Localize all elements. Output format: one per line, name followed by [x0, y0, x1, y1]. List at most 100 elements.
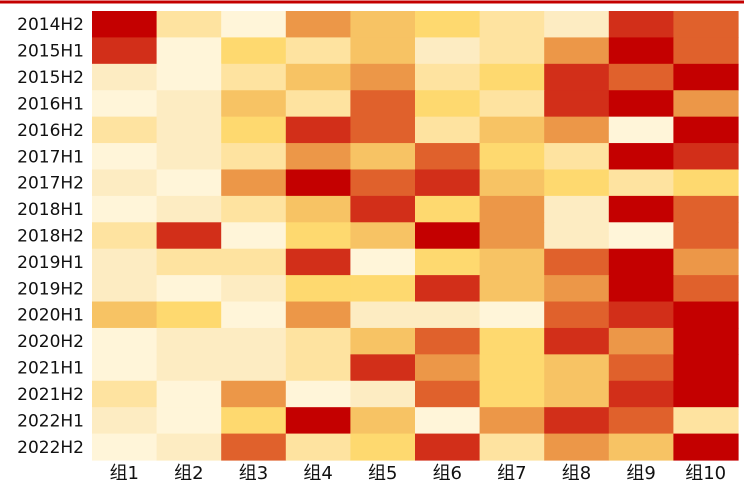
row-label: 2020H2 — [17, 332, 84, 352]
column-label: 组7 — [497, 463, 526, 484]
heatmap-cell-2015H2-组4 — [285, 63, 351, 91]
column-label: 组8 — [562, 463, 591, 484]
heatmap-cell-2015H2-组7 — [479, 63, 545, 91]
heatmap-cell-2016H2-组10 — [673, 116, 739, 144]
heatmap-cell-2018H2-组10 — [673, 222, 739, 250]
heatmap-cell-2017H2-组10 — [673, 169, 739, 197]
column-label: 组5 — [368, 463, 397, 484]
heatmap-cell-2018H1-组9 — [608, 195, 674, 223]
column-label: 组2 — [174, 463, 203, 484]
heatmap-cell-2022H1-组6 — [415, 407, 481, 435]
heatmap-cell-2020H2-组4 — [285, 327, 351, 355]
heatmap-cell-2020H2-组7 — [479, 327, 545, 355]
row-label: 2017H2 — [17, 174, 84, 194]
heatmap-cell-2022H2-组9 — [608, 433, 674, 461]
heatmap-cell-2021H2-组1 — [92, 380, 158, 408]
row-label: 2016H2 — [17, 121, 84, 141]
heatmap-cell-2018H1-组4 — [285, 195, 351, 223]
heatmap-cell-2021H2-组5 — [350, 380, 416, 408]
heatmap-cell-2019H1-组2 — [156, 248, 222, 276]
heatmap-cell-2016H1-组1 — [92, 90, 158, 118]
heatmap-cell-2015H2-组6 — [415, 63, 481, 91]
heatmap-cell-2016H1-组7 — [479, 90, 545, 118]
heatmap-cell-2020H2-组6 — [415, 327, 481, 355]
heatmap-cell-2015H1-组6 — [415, 37, 481, 65]
heatmap-cell-2019H1-组6 — [415, 248, 481, 276]
heatmap-cell-2017H1-组4 — [285, 143, 351, 171]
heatmap-cell-2018H2-组4 — [285, 222, 351, 250]
heatmap-cell-2019H2-组6 — [415, 275, 481, 303]
heatmap-cell-2020H1-组6 — [415, 301, 481, 329]
column-label: 组6 — [433, 463, 462, 484]
row-label: 2021H1 — [17, 359, 84, 379]
heatmap-cell-2021H1-组2 — [156, 354, 222, 382]
heatmap-cell-2016H2-组8 — [544, 116, 610, 144]
heatmap-cell-2019H2-组5 — [350, 275, 416, 303]
heatmap-cell-2015H2-组9 — [608, 63, 674, 91]
heatmap-cell-2018H1-组6 — [415, 195, 481, 223]
row-label: 2020H1 — [17, 306, 84, 326]
heatmap-cell-2015H1-组1 — [92, 37, 158, 65]
heatmap-cell-2017H1-组1 — [92, 143, 158, 171]
heatmap-cell-2022H1-组4 — [285, 407, 351, 435]
heatmap-cell-2016H2-组7 — [479, 116, 545, 144]
heatmap-cell-2017H2-组6 — [415, 169, 481, 197]
heatmap-cell-2018H1-组7 — [479, 195, 545, 223]
heatmap-cell-2015H2-组8 — [544, 63, 610, 91]
heatmap-cell-2019H1-组5 — [350, 248, 416, 276]
heatmap-cell-2016H2-组1 — [92, 116, 158, 144]
heatmap-cells — [92, 11, 739, 461]
heatmap-cell-2022H2-组10 — [673, 433, 739, 461]
heatmap-cell-2019H2-组7 — [479, 275, 545, 303]
heatmap-cell-2016H1-组6 — [415, 90, 481, 118]
heatmap-cell-2020H2-组3 — [221, 327, 287, 355]
heatmap-cell-2017H1-组2 — [156, 143, 222, 171]
heatmap-cell-2015H1-组4 — [285, 37, 351, 65]
heatmap-cell-2014H2-组6 — [415, 11, 481, 39]
heatmap-cell-2022H2-组4 — [285, 433, 351, 461]
heatmap-cell-2021H2-组2 — [156, 380, 222, 408]
heatmap-cell-2015H2-组1 — [92, 63, 158, 91]
heatmap-cell-2022H1-组8 — [544, 407, 610, 435]
heatmap-cell-2014H2-组8 — [544, 11, 610, 39]
heatmap-cell-2014H2-组2 — [156, 11, 222, 39]
heatmap-cell-2022H2-组3 — [221, 433, 287, 461]
heatmap-cell-2014H2-组1 — [92, 11, 158, 39]
row-label: 2021H2 — [17, 385, 84, 405]
heatmap-cell-2017H2-组8 — [544, 169, 610, 197]
heatmap-cell-2021H2-组10 — [673, 380, 739, 408]
heatmap-cell-2016H2-组5 — [350, 116, 416, 144]
row-label: 2019H1 — [17, 253, 84, 273]
heatmap-cell-2017H1-组7 — [479, 143, 545, 171]
row-label: 2022H2 — [17, 438, 84, 458]
heatmap-cell-2016H1-组3 — [221, 90, 287, 118]
heatmap-cell-2017H1-组3 — [221, 143, 287, 171]
heatmap-cell-2021H2-组3 — [221, 380, 287, 408]
heatmap-cell-2019H1-组3 — [221, 248, 287, 276]
heatmap-cell-2017H2-组2 — [156, 169, 222, 197]
heatmap-cell-2015H1-组10 — [673, 37, 739, 65]
heatmap-cell-2020H1-组10 — [673, 301, 739, 329]
heatmap-cell-2016H1-组5 — [350, 90, 416, 118]
heatmap-cell-2022H1-组7 — [479, 407, 545, 435]
heatmap-cell-2017H2-组3 — [221, 169, 287, 197]
heatmap-cell-2019H1-组1 — [92, 248, 158, 276]
heatmap-cell-2021H1-组3 — [221, 354, 287, 382]
column-label: 组4 — [303, 463, 332, 484]
heatmap-cell-2018H1-组2 — [156, 195, 222, 223]
heatmap-cell-2017H1-组10 — [673, 143, 739, 171]
heatmap-cell-2016H2-组4 — [285, 116, 351, 144]
row-label: 2014H2 — [17, 15, 84, 35]
heatmap-cell-2019H2-组10 — [673, 275, 739, 303]
heatmap-cell-2018H2-组7 — [479, 222, 545, 250]
heatmap-cell-2018H1-组1 — [92, 195, 158, 223]
heatmap-cell-2017H1-组6 — [415, 143, 481, 171]
heatmap-cell-2014H2-组3 — [221, 11, 287, 39]
heatmap-cell-2022H1-组2 — [156, 407, 222, 435]
heatmap-cell-2020H1-组5 — [350, 301, 416, 329]
heatmap-cell-2015H2-组10 — [673, 63, 739, 91]
heatmap-cell-2019H2-组2 — [156, 275, 222, 303]
heatmap-cell-2020H2-组1 — [92, 327, 158, 355]
heatmap-cell-2022H2-组5 — [350, 433, 416, 461]
heatmap-cell-2015H1-组5 — [350, 37, 416, 65]
